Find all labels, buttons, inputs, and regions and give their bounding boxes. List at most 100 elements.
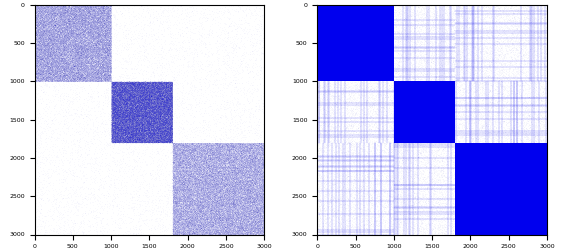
Point bbox=[123, 91, 132, 96]
Point bbox=[75, 8, 84, 12]
Point bbox=[46, 68, 55, 72]
Point bbox=[36, 16, 45, 20]
Point bbox=[265, 205, 274, 209]
Point bbox=[47, 9, 56, 13]
Point bbox=[111, 85, 120, 89]
Point bbox=[252, 228, 261, 232]
Point bbox=[133, 137, 142, 141]
Point bbox=[248, 148, 257, 152]
Point bbox=[205, 162, 214, 166]
Point bbox=[32, 76, 41, 80]
Point bbox=[512, 47, 521, 51]
Point bbox=[184, 177, 193, 181]
Point bbox=[152, 86, 161, 90]
Point bbox=[192, 129, 201, 133]
Point bbox=[226, 173, 235, 177]
Point bbox=[174, 215, 183, 219]
Point bbox=[43, 51, 52, 55]
Point bbox=[124, 83, 133, 87]
Point bbox=[124, 111, 133, 115]
Point bbox=[173, 145, 182, 149]
Point bbox=[65, 36, 74, 40]
Point bbox=[199, 213, 208, 217]
Point bbox=[213, 149, 222, 153]
Point bbox=[265, 230, 274, 234]
Point bbox=[191, 222, 200, 226]
Point bbox=[166, 93, 175, 97]
Point bbox=[165, 84, 174, 88]
Point bbox=[144, 131, 153, 135]
Point bbox=[112, 140, 121, 144]
Point bbox=[421, 67, 430, 71]
Point bbox=[121, 88, 130, 92]
Point bbox=[263, 200, 272, 204]
Point bbox=[148, 97, 157, 101]
Point bbox=[499, 62, 508, 66]
Point bbox=[246, 235, 255, 239]
Point bbox=[183, 173, 192, 177]
Point bbox=[538, 133, 547, 137]
Point bbox=[148, 81, 157, 85]
Point bbox=[125, 128, 134, 132]
Point bbox=[89, 42, 98, 46]
Point bbox=[157, 84, 166, 88]
Point bbox=[82, 8, 91, 12]
Point bbox=[132, 136, 141, 140]
Point bbox=[381, 91, 390, 95]
Point bbox=[108, 108, 117, 112]
Point bbox=[209, 169, 218, 173]
Point bbox=[159, 119, 168, 123]
Point bbox=[74, 43, 83, 47]
Point bbox=[46, 9, 55, 13]
Point bbox=[32, 61, 41, 65]
Point bbox=[57, 14, 66, 18]
Point bbox=[120, 122, 129, 126]
Point bbox=[166, 84, 175, 88]
Point bbox=[126, 106, 135, 110]
Point bbox=[130, 82, 139, 86]
Point bbox=[216, 199, 225, 203]
Point bbox=[143, 137, 152, 141]
Point bbox=[144, 89, 153, 93]
Point bbox=[36, 52, 45, 56]
Point bbox=[155, 87, 164, 91]
Point bbox=[116, 124, 125, 128]
Point bbox=[124, 96, 133, 100]
Point bbox=[162, 111, 171, 115]
Point bbox=[151, 178, 160, 182]
Point bbox=[76, 16, 85, 20]
Point bbox=[246, 196, 255, 200]
Point bbox=[323, 81, 332, 85]
Point bbox=[65, 25, 74, 29]
Point bbox=[157, 85, 166, 89]
Point bbox=[120, 97, 129, 101]
Point bbox=[140, 104, 149, 108]
Point bbox=[100, 57, 109, 61]
Point bbox=[32, 18, 41, 22]
Point bbox=[125, 109, 134, 113]
Point bbox=[158, 102, 168, 106]
Point bbox=[120, 130, 129, 134]
Point bbox=[364, 125, 373, 129]
Point bbox=[157, 119, 166, 123]
Point bbox=[102, 73, 111, 77]
Point bbox=[52, 29, 61, 33]
Point bbox=[211, 239, 220, 243]
Point bbox=[37, 45, 46, 49]
Point bbox=[156, 113, 165, 117]
Point bbox=[52, 47, 61, 51]
Point bbox=[206, 188, 215, 192]
Point bbox=[95, 22, 104, 26]
Point bbox=[143, 103, 152, 107]
Point bbox=[215, 222, 224, 226]
Point bbox=[117, 107, 126, 111]
Point bbox=[195, 153, 204, 157]
Point bbox=[134, 90, 143, 94]
Point bbox=[208, 151, 217, 155]
Point bbox=[91, 71, 100, 75]
Point bbox=[166, 125, 175, 129]
Point bbox=[227, 120, 236, 124]
Point bbox=[36, 35, 45, 39]
Point bbox=[242, 150, 251, 154]
Point bbox=[163, 130, 172, 134]
